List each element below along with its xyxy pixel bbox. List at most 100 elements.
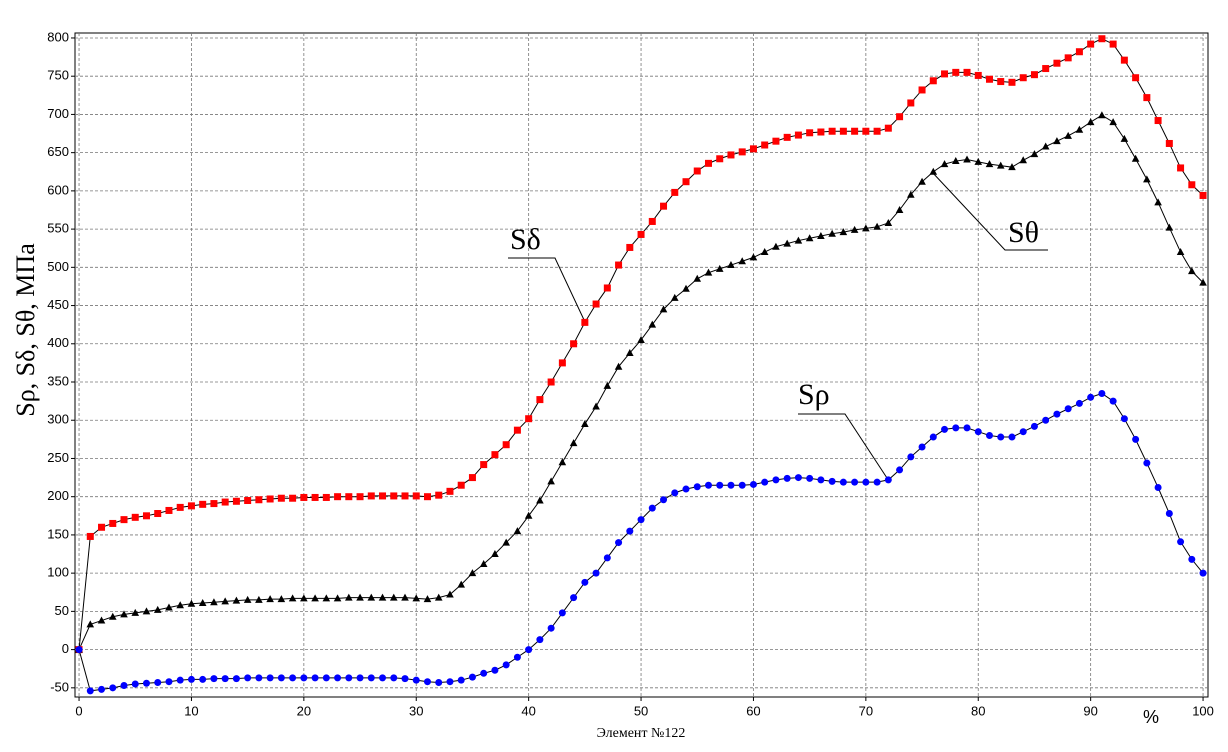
marker	[828, 229, 836, 237]
marker	[772, 242, 780, 250]
marker	[749, 253, 758, 261]
marker	[378, 593, 387, 601]
marker	[1154, 117, 1162, 125]
marker	[1008, 78, 1016, 86]
marker	[255, 595, 263, 603]
marker	[547, 477, 555, 485]
annotation: Sδ	[510, 223, 541, 256]
marker	[907, 99, 915, 107]
marker	[716, 155, 724, 163]
marker	[637, 230, 645, 238]
marker	[558, 359, 566, 367]
marker	[153, 605, 162, 613]
marker	[1177, 538, 1185, 546]
marker	[401, 492, 409, 500]
marker	[491, 550, 499, 558]
marker	[682, 284, 690, 292]
marker	[907, 453, 915, 461]
marker	[289, 674, 297, 682]
marker	[727, 261, 735, 269]
marker	[1188, 267, 1196, 275]
marker	[839, 127, 847, 135]
marker	[491, 666, 499, 674]
marker	[1030, 422, 1038, 430]
marker	[345, 593, 353, 601]
marker	[1086, 118, 1095, 126]
marker	[716, 481, 724, 489]
marker	[997, 433, 1005, 441]
marker	[581, 318, 589, 326]
marker	[603, 554, 611, 562]
marker	[502, 538, 510, 546]
marker	[244, 674, 252, 682]
annotation-leaders	[508, 171, 1048, 479]
marker	[356, 493, 364, 501]
marker	[862, 127, 870, 135]
marker	[1008, 433, 1016, 441]
marker	[479, 559, 488, 567]
marker	[670, 293, 679, 301]
marker	[154, 510, 162, 518]
marker	[896, 466, 904, 474]
marker	[423, 678, 431, 686]
marker	[648, 217, 656, 225]
marker	[1188, 555, 1196, 563]
marker	[322, 674, 330, 682]
marker	[210, 598, 218, 606]
marker	[176, 676, 184, 684]
marker	[401, 593, 409, 601]
marker	[367, 492, 375, 500]
marker	[749, 145, 757, 153]
y-tick-label: -50	[50, 679, 69, 694]
marker	[727, 151, 735, 159]
x-tick-label: 40	[521, 703, 535, 718]
marker	[277, 494, 285, 502]
marker	[783, 239, 791, 247]
marker	[468, 673, 476, 681]
marker	[210, 500, 218, 508]
marker	[210, 675, 218, 683]
marker	[199, 500, 207, 508]
marker	[749, 480, 757, 488]
marker	[1008, 163, 1016, 171]
marker	[334, 493, 342, 501]
y-tick-label: 700	[47, 106, 69, 121]
marker	[1109, 40, 1117, 48]
marker	[1098, 35, 1106, 43]
marker	[783, 474, 791, 482]
marker	[390, 674, 398, 682]
marker	[131, 680, 139, 688]
plot-area	[74, 32, 1209, 698]
marker	[1064, 131, 1072, 139]
marker	[142, 512, 150, 520]
marker	[446, 678, 454, 686]
marker	[513, 653, 521, 661]
marker	[1165, 223, 1174, 231]
marker	[300, 674, 308, 682]
marker	[1053, 137, 1061, 145]
marker	[884, 218, 893, 226]
marker	[468, 474, 476, 482]
marker	[176, 503, 184, 511]
marker	[1019, 74, 1027, 82]
marker	[221, 675, 229, 683]
marker	[221, 597, 229, 605]
marker	[457, 481, 465, 489]
marker	[895, 205, 904, 213]
marker	[198, 598, 207, 606]
marker	[626, 348, 634, 356]
marker	[480, 669, 488, 677]
y-tick-label: 750	[47, 68, 69, 83]
marker	[940, 160, 949, 168]
marker	[985, 75, 993, 83]
marker	[232, 675, 240, 683]
marker	[1199, 278, 1207, 286]
marker	[1041, 142, 1050, 150]
marker	[1154, 198, 1162, 206]
marker	[985, 432, 993, 440]
marker	[1177, 164, 1185, 172]
marker	[232, 596, 241, 604]
annotation: Sρ	[798, 378, 830, 411]
marker	[1030, 71, 1038, 79]
x-tick-label: 100	[1192, 703, 1214, 718]
